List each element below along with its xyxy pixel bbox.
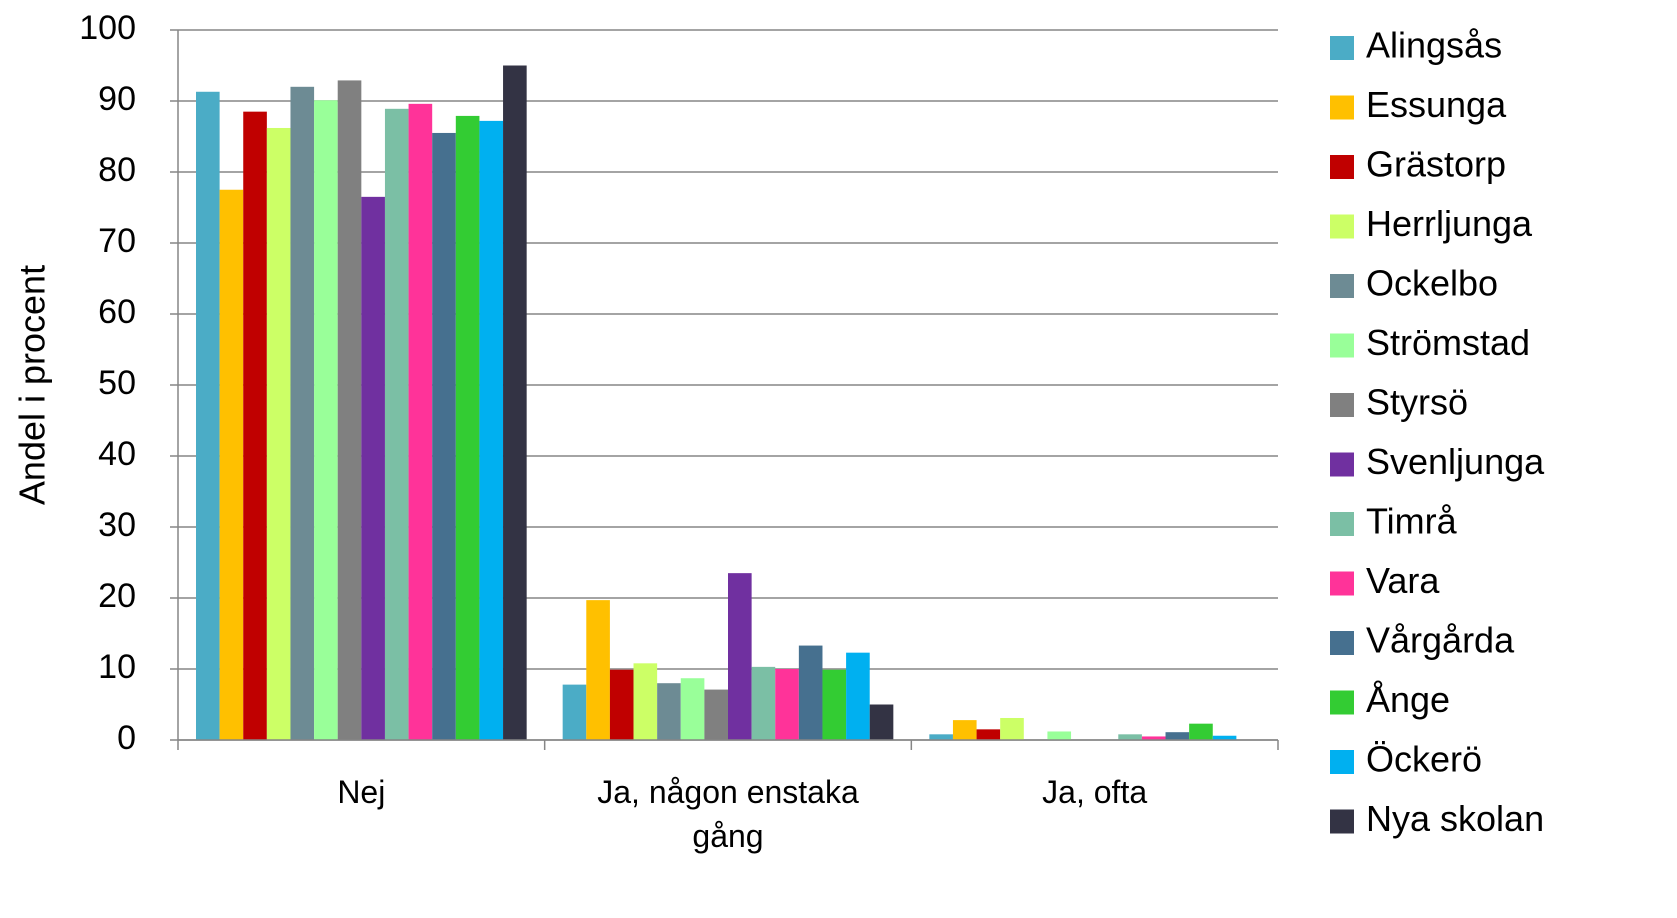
bar: [798, 645, 823, 740]
bar: [1118, 734, 1142, 740]
legend-swatch: [1330, 155, 1354, 179]
bar: [432, 132, 456, 740]
legend-swatch: [1330, 809, 1354, 834]
legend-swatch: [1330, 631, 1354, 655]
y-tick-label: 30: [98, 506, 136, 544]
bar: [266, 127, 291, 741]
legend-label: Strömstad: [1366, 322, 1530, 363]
bar: [314, 100, 338, 741]
legend-label: Alingsås: [1366, 25, 1502, 66]
legend-swatch: [1330, 36, 1354, 60]
legend-label: Timrå: [1366, 501, 1458, 542]
legend-label: Grästorp: [1366, 144, 1506, 185]
bar: [680, 678, 705, 740]
legend-swatch: [1330, 214, 1354, 239]
bar: [337, 80, 362, 740]
bar: [1212, 735, 1237, 740]
legend-label: Nya skolan: [1366, 798, 1544, 839]
bar: [609, 669, 634, 740]
bar: [657, 683, 681, 740]
y-tick-label: 100: [79, 9, 136, 47]
legend-label: Öckerö: [1366, 739, 1482, 780]
bar: [479, 120, 504, 740]
bar: [775, 669, 799, 740]
bar: [1000, 717, 1024, 740]
bar: [976, 729, 1001, 740]
bar: [1047, 731, 1072, 740]
legend-swatch: [1330, 512, 1354, 536]
legend-label: Herrljunga: [1366, 203, 1533, 244]
y-tick-label: 0: [117, 719, 136, 757]
y-tick-label: 90: [98, 80, 136, 118]
legend-swatch: [1330, 690, 1354, 715]
bar: [408, 103, 433, 741]
legend-swatch: [1330, 95, 1354, 120]
y-tick-label: 80: [98, 151, 136, 189]
legend-label: Vara: [1366, 560, 1440, 601]
x-tick-label: Nej: [337, 774, 386, 810]
legend-swatch: [1330, 452, 1354, 477]
bar: [290, 86, 315, 741]
x-tick-label: Ja, någon enstaka gång: [597, 774, 859, 854]
y-tick-label: 60: [98, 293, 136, 331]
bar: [243, 111, 267, 740]
bar: [455, 115, 480, 740]
y-axis-label: Andel i procent: [12, 265, 53, 505]
legend-label: Ockelbo: [1366, 263, 1498, 304]
x-tick-label: Ja, ofta: [1042, 774, 1148, 810]
bar: [869, 704, 894, 740]
bar: [846, 652, 870, 740]
y-tick-label: 50: [98, 364, 136, 402]
bar: [633, 663, 658, 740]
legend-label: Essunga: [1366, 84, 1507, 125]
bar: [384, 108, 409, 740]
bar: [562, 684, 587, 740]
bar: [1189, 723, 1213, 740]
legend-swatch: [1330, 571, 1354, 596]
bar: [1165, 732, 1190, 740]
legend-label: Svenljunga: [1366, 441, 1545, 482]
legend-label: Ånge: [1366, 679, 1450, 720]
legend-swatch: [1330, 393, 1354, 417]
legend-label: Styrsö: [1366, 382, 1468, 423]
bar: [728, 573, 752, 740]
y-tick-label: 20: [98, 577, 136, 615]
bar: [1141, 736, 1166, 740]
bar: [751, 666, 776, 740]
y-tick-label: 70: [98, 222, 136, 260]
bar: [952, 720, 977, 740]
bar: [586, 600, 610, 740]
bar: [219, 189, 244, 740]
bar: [196, 91, 220, 740]
legend-swatch: [1330, 333, 1354, 358]
y-tick-label: 40: [98, 435, 136, 473]
bar: [822, 669, 847, 740]
bar: [704, 689, 728, 740]
bar: [929, 734, 953, 740]
y-tick-label: 10: [98, 648, 136, 686]
bar: [503, 65, 527, 740]
legend-swatch: [1330, 274, 1354, 298]
legend-swatch: [1330, 750, 1354, 774]
legend-label: Vårgårda: [1366, 620, 1515, 661]
bar: [361, 196, 385, 741]
